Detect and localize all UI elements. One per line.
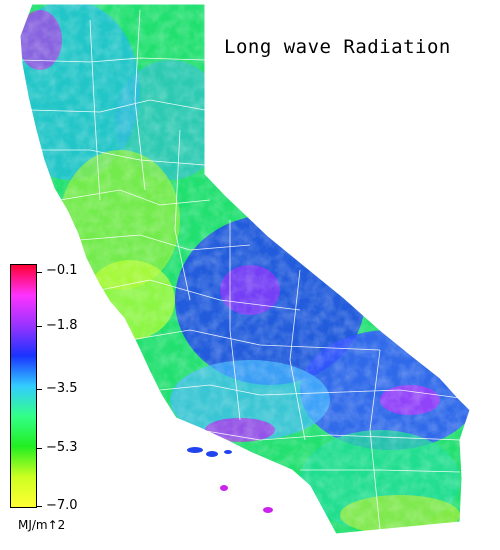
map-title: Long wave Radiation — [224, 36, 451, 58]
state-outline — [19, 3, 471, 535]
tick-mark — [37, 448, 42, 449]
color-scale-bar — [10, 264, 37, 508]
tick-mark — [37, 389, 42, 390]
channel-islands — [187, 447, 273, 513]
county-borders — [20, 9, 461, 531]
legend-tick-label: −3.5 — [46, 381, 78, 396]
legend-unit-label: MJ/m↑2 — [18, 518, 66, 532]
legend-tick-label: −7.0 — [46, 498, 78, 513]
tick-mark — [37, 272, 42, 273]
legend-tick-label: −5.3 — [46, 440, 78, 455]
tick-mark — [37, 506, 42, 507]
legend-tick-label: −0.1 — [46, 263, 78, 278]
tick-mark — [37, 326, 42, 327]
legend-tick-label: −1.8 — [46, 318, 78, 333]
